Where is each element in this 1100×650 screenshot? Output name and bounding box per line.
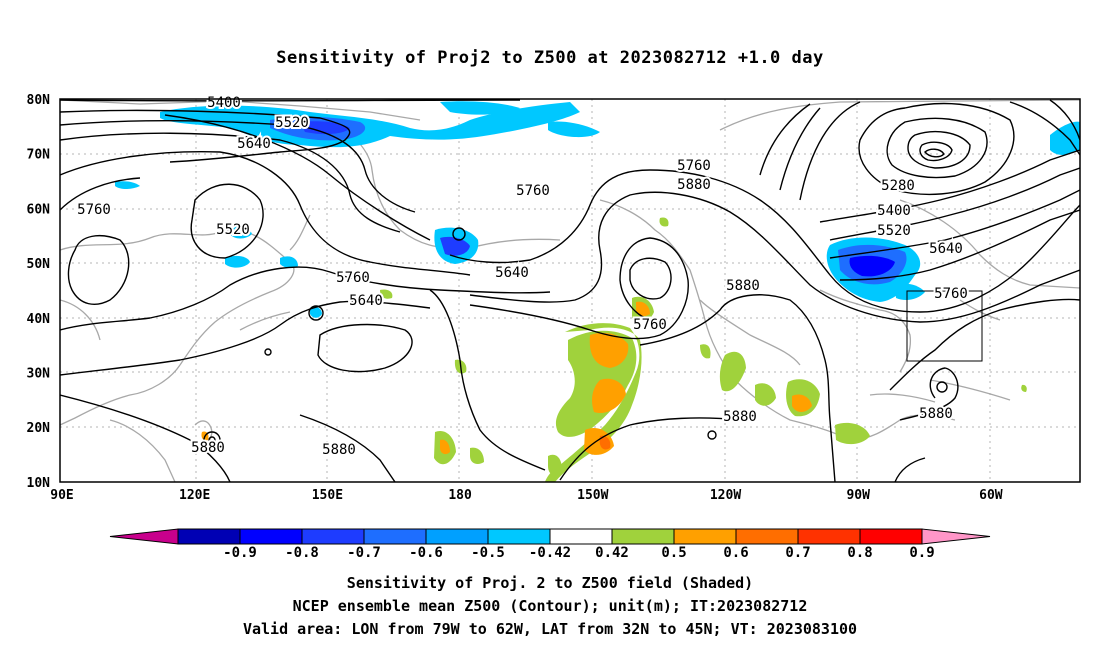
colorbar-tick-label: 0.6: [723, 545, 748, 561]
lat-label: 60N: [27, 202, 51, 217]
z500-contours: [60, 99, 1080, 482]
contour-label: 5760: [677, 158, 711, 174]
caption-line-3: Valid area: LON from 79W to 62W, LAT fro…: [242, 620, 858, 638]
colorbar-tick-labels: -0.9 -0.8 -0.7 -0.6 -0.5 -0.42 0.42 0.5 0.6 0.7 0.…: [223, 545, 935, 561]
colorbar-segment: [363, 528, 427, 545]
colorbar-tick-label: -0.42: [529, 545, 571, 561]
contour-label: 5640: [495, 265, 529, 281]
lat-label: 40N: [27, 312, 51, 327]
colorbar-tick-label: 0.42: [595, 545, 629, 561]
contour-label: 5520: [275, 115, 309, 131]
contour-label: 5520: [216, 222, 250, 238]
lon-label: 60W: [979, 488, 1003, 503]
colorbar-tick-label: -0.9: [223, 545, 257, 561]
colorbar: [109, 528, 991, 545]
contour-label: 5400: [207, 95, 241, 111]
contour-label: 5640: [237, 136, 271, 152]
colorbar-segment: [797, 528, 861, 545]
valid-area-box: [906, 290, 983, 362]
lon-label: 120W: [710, 488, 741, 503]
lat-label: 70N: [27, 148, 51, 163]
sensitivity-shading: [115, 101, 1080, 482]
colorbar-tick-label: 0.7: [785, 545, 810, 561]
colorbar-tick-label: -0.7: [347, 545, 381, 561]
contour-label: 5880: [726, 278, 760, 294]
lat-label: 10N: [27, 476, 51, 491]
lat-label: 20N: [27, 421, 51, 436]
contour-label: 5760: [336, 270, 370, 286]
colorbar-tick-label: 0.8: [847, 545, 872, 561]
chart-title: Sensitivity of Proj2 to Z500 at 20230827…: [276, 48, 824, 68]
lat-label: 30N: [27, 367, 51, 382]
colorbar-tick-label: 0.9: [909, 545, 934, 561]
plot-frame: [59, 98, 1081, 483]
colorbar-tick-label: -0.5: [471, 545, 505, 561]
colorbar-segment: [673, 528, 737, 545]
colorbar-tick-label: 0.5: [661, 545, 686, 561]
contour-label: 5640: [929, 241, 963, 257]
latitude-axis-labels: 80N 70N 60N 50N 40N 30N 20N 10N: [27, 93, 51, 491]
longitude-axis-labels: 90E 120E 150E 180 150W 120W 90W 60W: [50, 488, 1003, 503]
lon-label: 90E: [50, 488, 73, 503]
contour-label: 5880: [677, 177, 711, 193]
contour-label: 5520: [877, 223, 911, 239]
contour-label: 5880: [322, 442, 356, 458]
contour-label: 5640: [349, 293, 383, 309]
colorbar-tick-label: -0.6: [409, 545, 443, 561]
lon-label: 180: [448, 488, 472, 503]
contour-label: 5760: [934, 286, 968, 302]
contour-label: 5880: [723, 409, 757, 425]
colorbar-arrow-min: [109, 528, 179, 545]
colorbar-segment: [239, 528, 303, 545]
contour-label: 5400: [877, 203, 911, 219]
colorbar-segment: [859, 528, 923, 545]
lon-label: 90W: [846, 488, 870, 503]
contour-label: 5760: [633, 317, 667, 333]
lat-label: 50N: [27, 257, 51, 272]
colorbar-tick-label: -0.8: [285, 545, 319, 561]
colorbar-segment: [177, 528, 241, 545]
colorbar-segment: [611, 528, 675, 545]
caption-line-2: NCEP ensemble mean Z500 (Contour); unit(…: [292, 597, 808, 615]
contour-label: 5880: [191, 440, 225, 456]
contour-label: 5280: [881, 178, 915, 194]
coastlines: [60, 99, 1080, 482]
contour-label: 5760: [77, 202, 111, 218]
colorbar-segment: [735, 528, 799, 545]
colorbar-arrow-max: [921, 528, 991, 545]
colorbar-segment: [549, 528, 613, 545]
lon-label: 150E: [312, 488, 343, 503]
caption-line-1: Sensitivity of Proj. 2 to Z500 field (Sh…: [346, 574, 754, 592]
colorbar-segment: [301, 528, 365, 545]
lon-label: 120E: [179, 488, 210, 503]
contour-label: 5880: [919, 406, 953, 422]
contour-label: 5760: [516, 183, 550, 199]
colorbar-segment: [425, 528, 489, 545]
lat-label: 80N: [27, 93, 51, 108]
colorbar-segment: [487, 528, 551, 545]
contour-labels: 5400552056405760576055205640576056405760…: [75, 93, 970, 460]
lon-label: 150W: [577, 488, 608, 503]
